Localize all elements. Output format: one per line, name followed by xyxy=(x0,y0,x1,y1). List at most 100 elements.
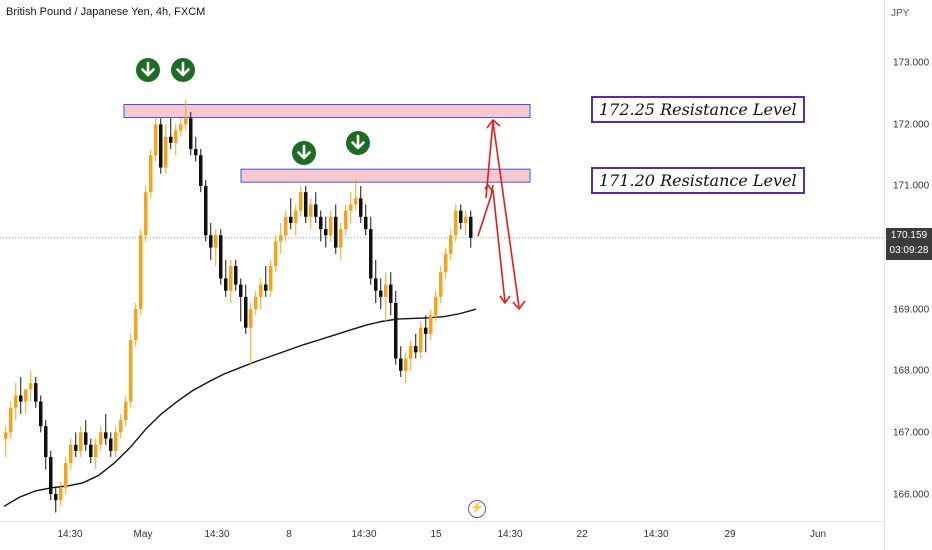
down-arrow-icon[interactable] xyxy=(292,141,316,165)
time-label: 14:30 xyxy=(643,529,669,540)
down-arrow-icon[interactable] xyxy=(136,58,160,82)
price-label: 171.000 xyxy=(893,180,930,192)
candle-body xyxy=(14,395,18,408)
candle-body xyxy=(254,296,258,310)
candle-body xyxy=(344,210,348,230)
resistance-zone-2[interactable] xyxy=(240,168,531,183)
candle-body xyxy=(249,309,253,328)
candle xyxy=(414,333,418,359)
candle-body xyxy=(239,284,243,297)
candle xyxy=(164,124,168,174)
current-price: 170.159 xyxy=(890,230,928,241)
candle-body xyxy=(414,346,418,353)
candle-body xyxy=(444,253,448,273)
candle-body xyxy=(234,266,238,285)
candle xyxy=(79,426,83,458)
candle-body xyxy=(274,241,278,267)
time-label: 14:30 xyxy=(497,529,523,540)
projection-arrow-down-2[interactable] xyxy=(492,121,520,308)
candle-body xyxy=(114,432,118,451)
projection-arrowhead-down-1[interactable] xyxy=(499,295,511,304)
projection-arrow-down-1[interactable] xyxy=(492,189,506,303)
candle-body xyxy=(29,383,33,390)
projection-arrowhead-short[interactable] xyxy=(484,184,494,193)
candle xyxy=(64,457,68,494)
candle xyxy=(269,259,273,297)
candle-body xyxy=(134,309,138,340)
resistance-label-1[interactable]: 172.25 Resistance Level xyxy=(591,96,805,123)
candle xyxy=(174,124,178,156)
down-arrow-icon[interactable] xyxy=(171,58,195,82)
candle xyxy=(104,413,108,445)
candle-body xyxy=(194,149,198,156)
candle-body xyxy=(464,216,468,223)
candle xyxy=(289,198,293,230)
candle-body xyxy=(164,136,168,168)
projection-arrowhead-long[interactable] xyxy=(486,119,501,129)
candle xyxy=(259,278,263,310)
candle xyxy=(114,426,118,458)
candle-body xyxy=(189,118,193,150)
candle-body xyxy=(99,432,103,445)
candle-body xyxy=(424,327,428,334)
candle xyxy=(59,481,63,507)
candle-body xyxy=(169,136,173,143)
candle xyxy=(44,420,48,470)
candle-body xyxy=(159,124,163,168)
candle xyxy=(89,438,93,464)
candle-body xyxy=(319,216,323,230)
candle xyxy=(394,290,398,365)
candle-body xyxy=(469,216,473,238)
candle xyxy=(244,284,248,334)
resistance-zone-1[interactable] xyxy=(123,104,531,118)
candle-body xyxy=(94,444,98,458)
candle xyxy=(179,118,183,137)
resistance-label-2[interactable]: 171.20 Resistance Level xyxy=(591,167,805,194)
candle-body xyxy=(434,296,438,316)
candle xyxy=(449,229,453,260)
candle-body xyxy=(289,216,293,223)
down-arrow-icon[interactable] xyxy=(346,131,370,155)
lightning-icon[interactable]: ⚡ xyxy=(468,500,486,518)
candle xyxy=(134,303,138,347)
candle-body xyxy=(154,124,158,156)
symbol-title[interactable]: British Pound / Japanese Yen, 4h, FXCM xyxy=(6,6,206,18)
candle xyxy=(224,259,228,297)
candle-body xyxy=(279,235,283,242)
candle-body xyxy=(259,284,263,297)
projection-arrow-up-long[interactable] xyxy=(485,120,494,199)
candle-body xyxy=(374,278,378,291)
candle xyxy=(14,383,18,421)
time-label: 22 xyxy=(576,529,588,540)
candle xyxy=(454,204,458,242)
candle-body xyxy=(54,494,58,501)
candle xyxy=(329,210,333,242)
candle xyxy=(199,149,203,193)
candle xyxy=(124,395,128,427)
candle xyxy=(379,278,383,310)
candle-body xyxy=(64,463,68,488)
candle-body xyxy=(49,457,53,494)
candle xyxy=(384,272,388,322)
candle xyxy=(159,118,163,174)
candle-body xyxy=(409,346,413,359)
candle xyxy=(144,186,148,242)
candle xyxy=(239,278,243,322)
projection-arrow-up-short[interactable] xyxy=(477,184,494,237)
candle xyxy=(344,204,348,236)
current-price-tag: 170.159 03:09:28 xyxy=(886,228,932,260)
candle xyxy=(424,315,428,353)
candle-body xyxy=(89,444,93,458)
currency-label: JPY xyxy=(891,8,910,19)
candle-body xyxy=(309,204,313,217)
candle-body xyxy=(104,432,108,439)
projection-arrowhead-down-2[interactable] xyxy=(512,300,526,310)
candle-body xyxy=(439,272,443,297)
candle xyxy=(399,346,403,377)
candle xyxy=(264,266,268,297)
price-label: 168.000 xyxy=(893,365,930,377)
candle xyxy=(9,401,13,439)
candle xyxy=(354,179,358,211)
